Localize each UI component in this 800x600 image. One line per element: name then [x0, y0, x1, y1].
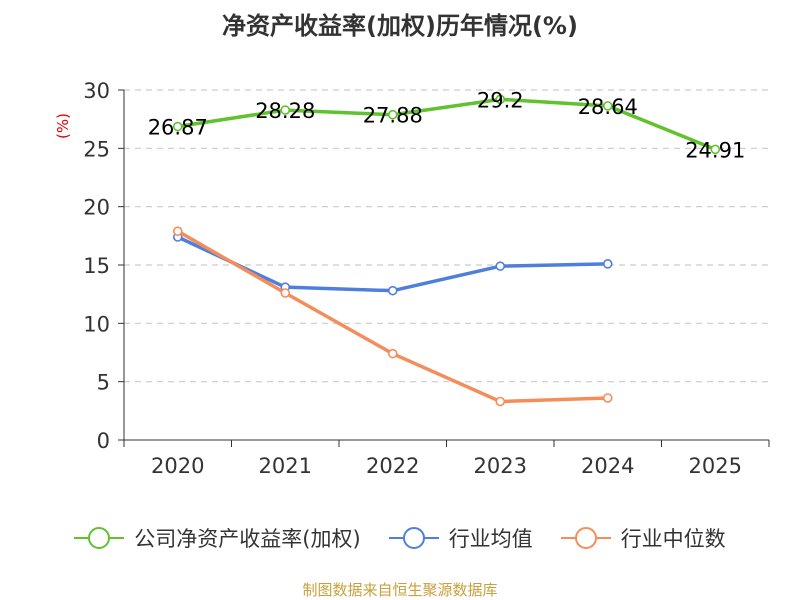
data-point: [387, 285, 398, 296]
legend-marker: [74, 527, 125, 549]
legend-item[interactable]: 行业中位数: [560, 523, 726, 553]
data-label: 29.2: [477, 88, 524, 112]
data-label: 24.91: [685, 138, 745, 162]
data-point: [387, 348, 398, 359]
x-tick-label: 2023: [474, 454, 527, 478]
legend-marker: [560, 527, 611, 549]
grid-layer: [124, 89, 769, 383]
x-tick-label: 2024: [581, 454, 634, 478]
data-point: [710, 144, 721, 155]
label-layer: 26.87 28.28 27.88 29.2 28.64 24.91: [148, 88, 746, 162]
legend-circle: [574, 527, 597, 549]
legend-item[interactable]: 公司净资产收益率(加权): [74, 523, 361, 553]
series-layer: [172, 94, 721, 407]
data-label: 28.28: [255, 99, 315, 123]
y-tick-label: 10: [83, 312, 110, 336]
y-tick-label: 20: [83, 196, 110, 220]
legend: 公司净资产收益率(加权) 行业均值 行业中位数: [0, 518, 800, 558]
y-axis-unit: (%): [54, 113, 72, 139]
chart-title: 净资产收益率(加权)历年情况(%): [222, 12, 578, 40]
legend-circle: [88, 527, 111, 549]
data-point: [172, 121, 183, 132]
y-tick-label: 5: [97, 371, 110, 395]
x-tick-label: 2020: [151, 454, 204, 478]
legend-item[interactable]: 行业均值: [388, 523, 533, 553]
data-point: [495, 396, 506, 407]
series-line-2: [176, 229, 608, 404]
legend-label: 行业中位数: [620, 527, 726, 551]
data-label: 26.87: [148, 116, 208, 140]
series-line-1: [177, 235, 608, 293]
data-point: [387, 109, 398, 120]
legend-label: 行业均值: [448, 527, 533, 551]
data-point: [495, 94, 506, 105]
x-tick-label: 2022: [366, 454, 419, 478]
data-point: [495, 261, 506, 271]
y-tick-label: 30: [83, 79, 110, 103]
data-point: [280, 288, 291, 298]
y-tick-label: 15: [83, 254, 110, 278]
data-label: 27.88: [363, 104, 423, 128]
data-point: [602, 101, 613, 111]
x-tick-label: 2025: [689, 454, 742, 478]
x-tick-label: 2021: [259, 454, 312, 478]
data-point: [172, 226, 183, 236]
legend-circle: [402, 527, 425, 549]
series-line-0: [177, 97, 716, 152]
data-point: [602, 393, 613, 403]
data-point: [280, 105, 291, 115]
y-tick-label: 25: [83, 137, 110, 161]
legend-marker: [388, 527, 439, 549]
y-tick-label: 0: [97, 429, 110, 453]
legend-label: 公司净资产收益率(加权): [134, 527, 361, 551]
data-label: 28.64: [578, 95, 638, 119]
source-note: 制图数据来自恒生聚源数据库: [302, 581, 498, 599]
data-point: [602, 259, 613, 269]
